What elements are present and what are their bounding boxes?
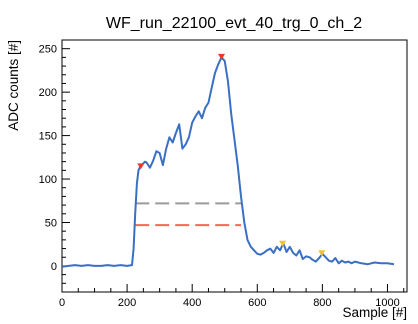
x-tick-label: 0 bbox=[59, 297, 65, 309]
x-tick-label: 200 bbox=[118, 297, 136, 309]
peak-marker bbox=[137, 163, 145, 170]
peak-marker bbox=[279, 240, 287, 247]
y-tick-label: 100 bbox=[39, 174, 57, 186]
x-tick-label: 400 bbox=[183, 297, 201, 309]
y-tick-label: 250 bbox=[39, 44, 57, 56]
y-axis-label: ADC counts [#] bbox=[6, 40, 21, 131]
x-axis-label: Sample [#] bbox=[342, 305, 407, 320]
x-tick-label: 800 bbox=[313, 297, 331, 309]
waveform-line bbox=[61, 56, 395, 268]
x-axis: 0 200 400 600 800 1000 bbox=[59, 284, 405, 309]
peak-marker bbox=[318, 250, 326, 257]
plot-area bbox=[61, 53, 395, 268]
x-tick-label: 600 bbox=[248, 297, 266, 309]
x-tick-label: 1000 bbox=[375, 297, 399, 309]
y-tick-label: 200 bbox=[39, 87, 57, 99]
y-tick-label: 0 bbox=[51, 261, 57, 273]
chart-title: WF_run_22100_evt_40_trg_0_ch_2 bbox=[106, 15, 362, 32]
y-axis: 0 50 100 150 200 250 bbox=[39, 39, 70, 293]
plot-frame bbox=[61, 39, 408, 293]
y-tick-label: 50 bbox=[45, 217, 57, 229]
peak-marker bbox=[217, 53, 225, 60]
y-tick-label: 150 bbox=[39, 131, 57, 143]
